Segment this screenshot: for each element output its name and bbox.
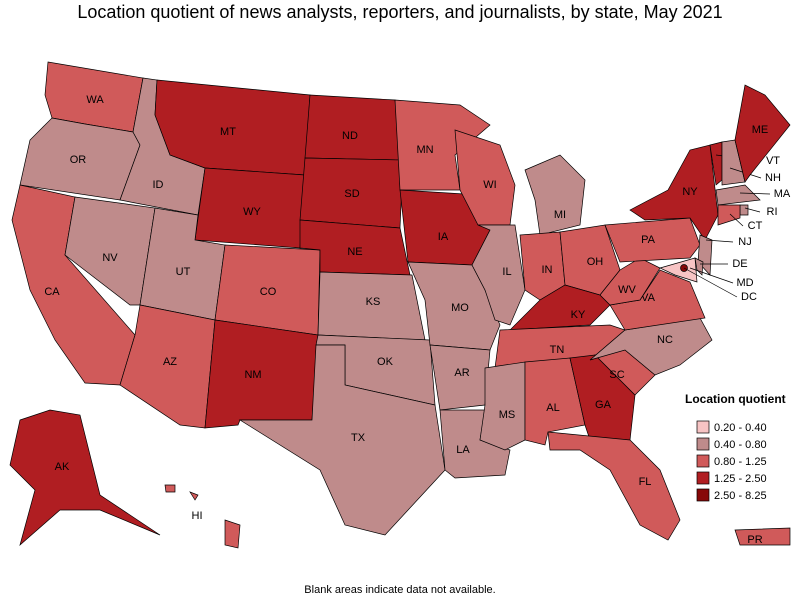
state-label: AK bbox=[55, 461, 70, 473]
state-label: DE bbox=[732, 258, 747, 270]
leader-line bbox=[683, 267, 738, 298]
state-shape bbox=[717, 204, 741, 226]
state-label: AL bbox=[546, 402, 559, 414]
state-label: UT bbox=[176, 266, 191, 278]
state-label: PR bbox=[747, 534, 762, 546]
state-label: TX bbox=[351, 432, 366, 444]
state-label: NC bbox=[657, 334, 673, 346]
state-label: OR bbox=[70, 154, 87, 166]
state-label: CO bbox=[260, 286, 277, 298]
state-label: MO bbox=[451, 302, 469, 314]
state-shape bbox=[739, 204, 749, 216]
state-label: CT bbox=[748, 220, 763, 232]
state-label: RI bbox=[767, 206, 778, 218]
leader-line bbox=[689, 267, 734, 284]
state-shape bbox=[589, 317, 713, 376]
state-label: VT bbox=[766, 155, 780, 167]
leader-line bbox=[744, 207, 761, 213]
state-label: SC bbox=[609, 369, 624, 381]
state-label: NH bbox=[765, 172, 781, 184]
state-label: HI bbox=[192, 510, 203, 522]
state-label: KY bbox=[571, 309, 586, 321]
state-label: MD bbox=[736, 277, 753, 289]
state-label: DC bbox=[741, 291, 757, 303]
state-label: OK bbox=[377, 356, 394, 368]
state-label: TN bbox=[550, 344, 565, 356]
state-label: VA bbox=[641, 292, 656, 304]
leader-line bbox=[729, 213, 744, 227]
state-shape bbox=[734, 84, 791, 183]
state-label: WI bbox=[483, 179, 496, 191]
legend-label: 0.40 - 0.80 bbox=[714, 439, 767, 451]
state-label: AZ bbox=[163, 356, 177, 368]
legend-label: 0.20 - 0.40 bbox=[714, 422, 767, 434]
legend-label: 1.25 - 2.50 bbox=[714, 473, 767, 485]
state-label: NM bbox=[244, 369, 261, 381]
legend-swatch bbox=[696, 471, 710, 485]
state-label: NY bbox=[682, 186, 698, 198]
state-label: MN bbox=[416, 144, 433, 156]
state-label: ME bbox=[752, 124, 769, 136]
state-shape bbox=[238, 344, 446, 536]
state-shape bbox=[734, 527, 791, 546]
state-label: OH bbox=[587, 256, 604, 268]
state-label: WY bbox=[243, 206, 261, 218]
state-label: KS bbox=[366, 296, 381, 308]
state-label: FL bbox=[639, 476, 652, 488]
legend-swatch bbox=[696, 437, 710, 451]
state-label: GA bbox=[595, 399, 612, 411]
legend: 0.20 - 0.40 0.40 - 0.80 0.80 - 1.25 1.25 - … bbox=[696, 420, 767, 502]
legend-title: Location quotient bbox=[685, 392, 786, 406]
state-shape bbox=[471, 224, 526, 326]
state-shape bbox=[9, 409, 161, 547]
state-shape bbox=[479, 361, 526, 451]
state-label: MI bbox=[554, 209, 566, 221]
state-label: IA bbox=[438, 231, 449, 243]
legend-label: 0.80 - 1.25 bbox=[714, 456, 767, 468]
legend-swatch bbox=[696, 420, 710, 434]
state-shape bbox=[304, 94, 404, 161]
state-label: NE bbox=[347, 246, 362, 258]
state-shape bbox=[164, 484, 241, 549]
state-label: NJ bbox=[738, 236, 751, 248]
state-label: MS bbox=[499, 409, 516, 421]
state-label: IL bbox=[502, 266, 511, 278]
state-label: MA bbox=[774, 188, 791, 200]
legend-swatch bbox=[696, 488, 710, 502]
state-label: ID bbox=[153, 179, 164, 191]
state-label: CA bbox=[44, 286, 60, 298]
state-shape bbox=[659, 257, 698, 283]
state-label: AR bbox=[454, 367, 469, 379]
state-label: LA bbox=[456, 444, 470, 456]
state-label: MT bbox=[220, 126, 236, 138]
state-shape bbox=[524, 154, 586, 236]
legend-swatch bbox=[696, 454, 710, 468]
state-label: SD bbox=[344, 188, 359, 200]
state-shape bbox=[715, 184, 761, 206]
leader-line bbox=[739, 192, 771, 195]
state-label: IN bbox=[542, 264, 553, 276]
states: WA OR CA NV ID MT WY UT AZ CO NM ND SD NE KS OK TX MN IA MO… bbox=[9, 61, 791, 549]
state-label: WA bbox=[86, 94, 104, 106]
state-label: PA bbox=[641, 234, 656, 246]
legend-label: 2.50 - 8.25 bbox=[714, 490, 767, 502]
state-label: WV bbox=[618, 284, 636, 296]
state-shape bbox=[547, 431, 681, 541]
state-label: ND bbox=[342, 130, 358, 142]
map-title: Location quotient of news analysts, repo… bbox=[77, 2, 722, 22]
state-label: NV bbox=[102, 252, 118, 264]
state-shape bbox=[604, 217, 701, 263]
state-shape bbox=[694, 257, 704, 276]
state-shape bbox=[64, 196, 156, 306]
leader-line bbox=[705, 239, 734, 243]
footnote: Blank areas indicate data not available. bbox=[304, 584, 495, 596]
